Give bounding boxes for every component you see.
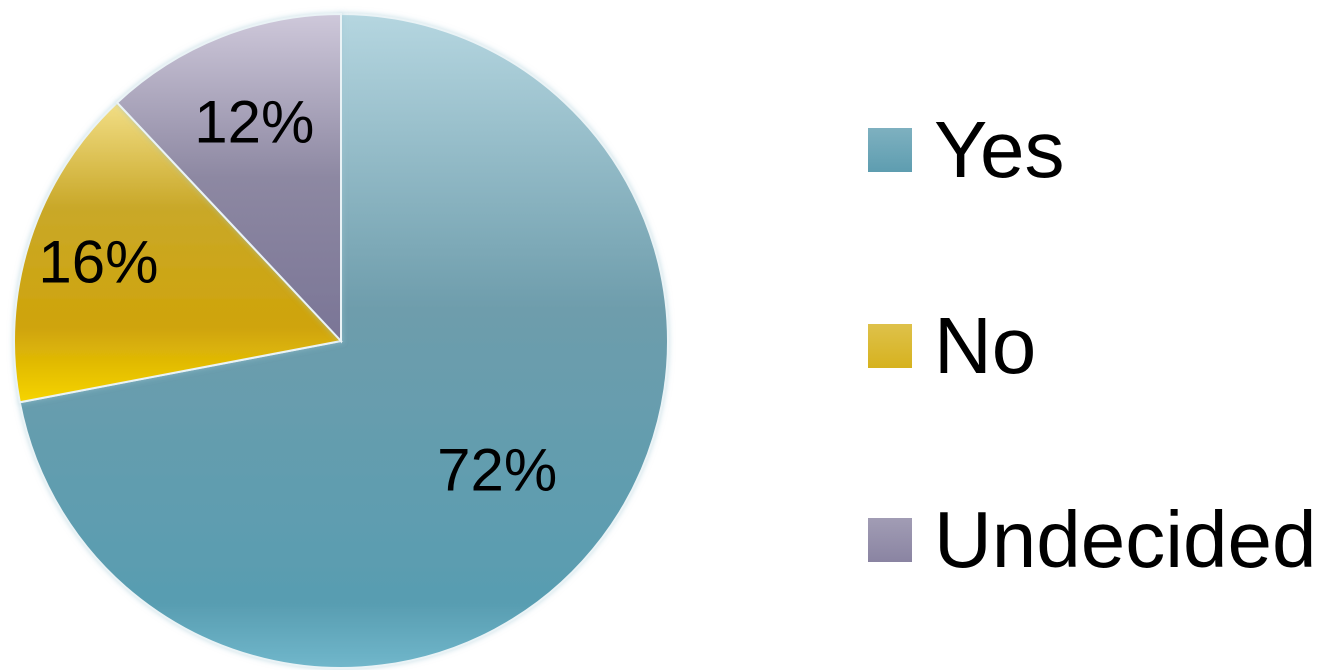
- legend-item-undecided: Undecided: [868, 490, 1317, 590]
- legend-swatch-no: [868, 324, 912, 368]
- legend-swatch-yes: [868, 128, 912, 172]
- pie-slices: [13, 12, 669, 669]
- pie-slice-undecided: [115, 12, 342, 344]
- legend-item-yes: Yes: [868, 100, 1065, 200]
- legend-item-no: No: [868, 296, 1036, 396]
- legend-label-no: No: [934, 301, 1037, 390]
- pie-label-no: 16%: [38, 229, 158, 296]
- pie-slice-no: [13, 101, 343, 404]
- legend-label-yes: Yes: [934, 105, 1065, 194]
- pie-slice-yes: [18, 12, 669, 669]
- pie-svg: 72% 16% 12%: [13, 12, 669, 669]
- pie-label-yes: 72%: [437, 437, 557, 504]
- legend: Yes No Undecided: [868, 100, 1338, 600]
- legend-swatch-undecided: [868, 518, 912, 562]
- pie-label-undecided: 12%: [194, 89, 314, 156]
- pie-value-labels: 72% 16% 12%: [38, 89, 557, 504]
- legend-label-undecided: Undecided: [934, 495, 1317, 584]
